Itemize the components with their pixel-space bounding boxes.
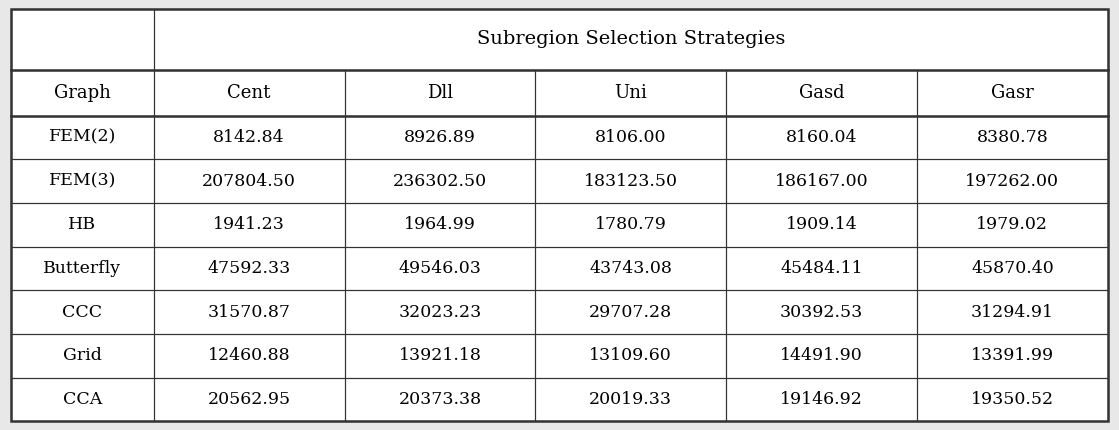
Text: Uni: Uni (614, 83, 647, 101)
Text: 1780.79: 1780.79 (595, 216, 667, 233)
Text: 186167.00: 186167.00 (774, 172, 868, 190)
Text: CCC: CCC (63, 304, 103, 321)
Text: CCA: CCA (63, 391, 102, 408)
Text: 236302.50: 236302.50 (393, 172, 487, 190)
Text: 1979.02: 1979.02 (977, 216, 1049, 233)
Text: Gasd: Gasd (799, 83, 845, 101)
Text: Butterfly: Butterfly (44, 260, 122, 277)
Text: 45870.40: 45870.40 (971, 260, 1054, 277)
Text: 20373.38: 20373.38 (398, 391, 481, 408)
Text: 8106.00: 8106.00 (595, 129, 667, 146)
Text: 183123.50: 183123.50 (584, 172, 678, 190)
Text: FEM(3): FEM(3) (49, 172, 116, 190)
Text: HB: HB (68, 216, 96, 233)
Text: Cent: Cent (227, 83, 271, 101)
Text: 13109.60: 13109.60 (590, 347, 673, 364)
Text: 20019.33: 20019.33 (590, 391, 673, 408)
Text: 30392.53: 30392.53 (780, 304, 863, 321)
Text: 19350.52: 19350.52 (971, 391, 1054, 408)
Text: 29707.28: 29707.28 (590, 304, 673, 321)
Text: 45484.11: 45484.11 (780, 260, 863, 277)
Text: 14491.90: 14491.90 (780, 347, 863, 364)
Text: 197262.00: 197262.00 (966, 172, 1060, 190)
Text: 31570.87: 31570.87 (208, 304, 291, 321)
Text: 13391.99: 13391.99 (971, 347, 1054, 364)
Text: 43743.08: 43743.08 (590, 260, 673, 277)
Text: 1909.14: 1909.14 (786, 216, 857, 233)
Text: 8160.04: 8160.04 (786, 129, 857, 146)
Text: Grid: Grid (63, 347, 102, 364)
Text: 19146.92: 19146.92 (780, 391, 863, 408)
Text: 8142.84: 8142.84 (214, 129, 285, 146)
Text: Dll: Dll (427, 83, 453, 101)
Text: 1964.99: 1964.99 (404, 216, 476, 233)
Text: 1941.23: 1941.23 (214, 216, 285, 233)
Text: 13921.18: 13921.18 (398, 347, 481, 364)
Text: Gasr: Gasr (991, 83, 1034, 101)
Text: 32023.23: 32023.23 (398, 304, 481, 321)
Text: 8380.78: 8380.78 (977, 129, 1049, 146)
Text: 207804.50: 207804.50 (203, 172, 297, 190)
Text: 20562.95: 20562.95 (208, 391, 291, 408)
Text: Subregion Selection Strategies: Subregion Selection Strategies (477, 30, 784, 48)
Text: 12460.88: 12460.88 (208, 347, 291, 364)
Text: 8926.89: 8926.89 (404, 129, 476, 146)
Text: FEM(2): FEM(2) (49, 129, 116, 146)
Text: 49546.03: 49546.03 (398, 260, 481, 277)
Text: 31294.91: 31294.91 (971, 304, 1054, 321)
Text: 47592.33: 47592.33 (207, 260, 291, 277)
Text: Graph: Graph (54, 83, 111, 101)
